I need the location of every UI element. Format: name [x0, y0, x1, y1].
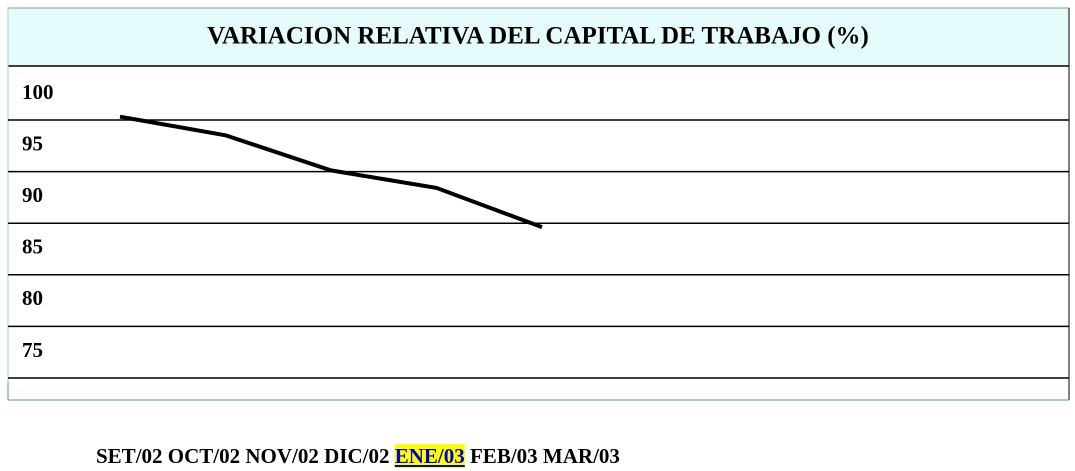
- x-tick-label: NOV/02: [245, 444, 319, 468]
- x-tick-label: MAR/03: [542, 444, 620, 468]
- y-tick-label: 100: [22, 80, 54, 104]
- y-tick-label: 90: [22, 183, 43, 207]
- x-tick-label: OCT/02: [167, 444, 241, 468]
- x-tick-label: SET/02: [96, 444, 163, 468]
- y-tick-label: 80: [22, 286, 43, 310]
- category-labels: SET/02 OCT/02 NOV/02 DIC/02 ENE/03 FEB/0…: [96, 444, 620, 469]
- x-tick-label: ENE/03: [394, 444, 465, 468]
- x-tick-label: DIC/02: [324, 444, 390, 468]
- data-line: [119, 114, 543, 230]
- x-tick-label: FEB/03: [469, 444, 538, 468]
- chart-title: VARIACION RELATIVA DEL CAPITAL DE TRABAJ…: [207, 23, 869, 50]
- title-box: [7, 7, 1070, 67]
- y-tick-label: 85: [22, 235, 43, 259]
- y-tick-label: 95: [22, 131, 43, 155]
- y-tick-label: 75: [22, 338, 43, 362]
